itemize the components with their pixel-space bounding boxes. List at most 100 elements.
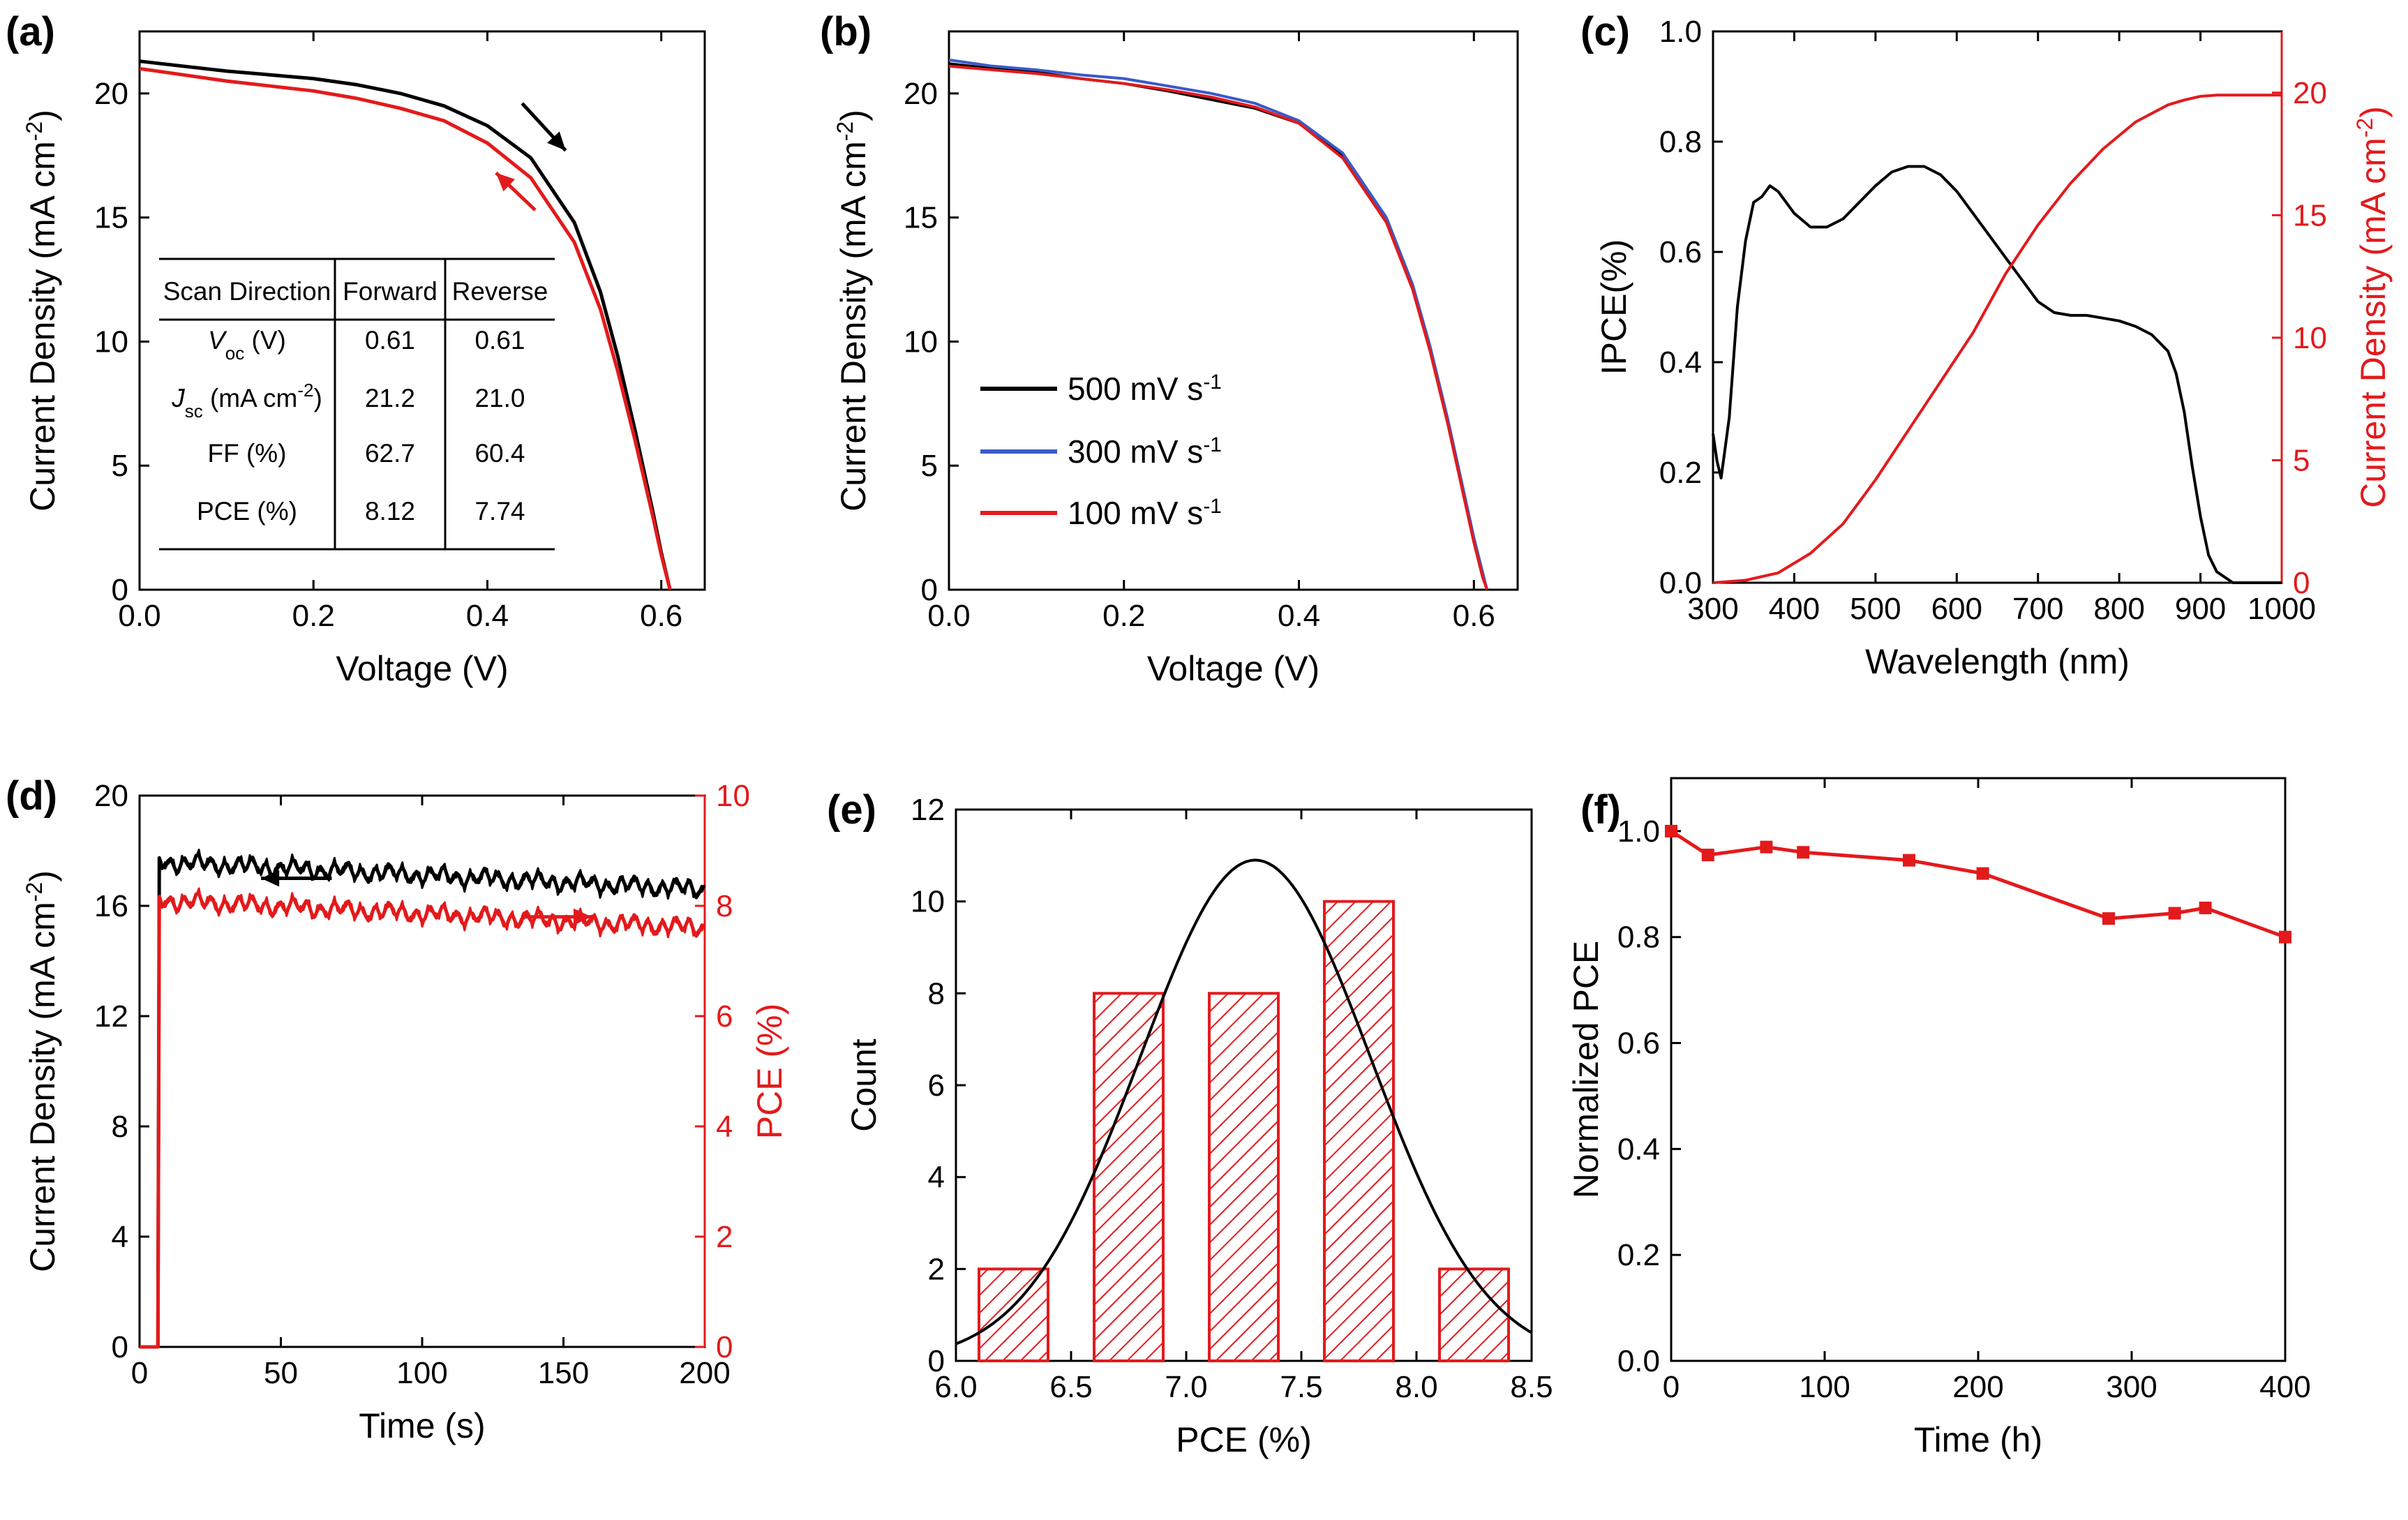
ipce-curve (1712, 165, 2282, 584)
y-right-tick-label-d: 10 (716, 779, 750, 813)
x-axis-label-d: Time (s) (359, 1406, 485, 1445)
y-tick-label-d: 12 (94, 999, 128, 1034)
plot-frame-f (1670, 777, 2287, 1362)
table-cell-reverse: 60.4 (474, 439, 525, 468)
x-tick-label-c: 1000 (2248, 592, 2316, 626)
y-tick-label-e: 4 (928, 1161, 945, 1195)
y-tick-label-f: 0.6 (1617, 1027, 1660, 1061)
table-cell-reverse: 0.61 (474, 326, 525, 355)
y-tick-label-f: 0.8 (1617, 921, 1660, 955)
table-cell-forward: 8.12 (365, 497, 415, 526)
y-tick-label-a: 10 (94, 325, 128, 359)
y-tick-label-b: 0 (921, 573, 938, 607)
scan-direction-arrow-2-head (495, 172, 516, 192)
data-point-marker (2168, 907, 2181, 920)
table-header-cell: Forward (343, 277, 438, 306)
x-tick-label-b: 0.4 (1278, 599, 1320, 633)
plot-frame-b (948, 30, 1519, 591)
x-tick-label-e: 6.0 (934, 1370, 977, 1404)
x-tick-label-d: 100 (396, 1356, 447, 1390)
y-axis-label-f: Normalized PCE (1566, 941, 1606, 1199)
y-tick-label-e: 12 (911, 793, 945, 827)
data-point-marker (1976, 867, 1989, 880)
y-tick-label-e: 2 (928, 1252, 945, 1286)
y-right-tick-label-c: 10 (2293, 321, 2327, 355)
y-tick-label-f: 0.0 (1617, 1344, 1660, 1378)
data-point-marker (2279, 930, 2291, 944)
jv-curve-forward (139, 59, 672, 590)
y-right-tick-label-c: 15 (2293, 198, 2327, 232)
x-tick-label-e: 8.5 (1510, 1370, 1553, 1404)
x-tick-label-f: 400 (2259, 1370, 2310, 1404)
table-row-label: FF (%) (207, 439, 286, 468)
jv-curve-reverse (139, 66, 672, 590)
y-tick-label-e: 0 (928, 1344, 945, 1378)
y-right-tick-label-d: 2 (716, 1220, 733, 1254)
y-tick-label-f: 0.2 (1617, 1238, 1660, 1272)
data-point-marker (1701, 849, 1714, 862)
table-header-cell: Reverse (452, 277, 548, 306)
x-tick-label-c: 700 (2012, 592, 2063, 626)
data-point-marker (1760, 840, 1773, 854)
y-right-tick-label-d: 0 (716, 1330, 733, 1364)
plot-frame-a (138, 30, 706, 591)
x-tick-label-f: 300 (2106, 1370, 2157, 1404)
histogram-bar (978, 1267, 1049, 1363)
normalized-pce-line (1670, 829, 2286, 939)
y-tick-label-c: 0.2 (1659, 456, 1702, 490)
integrated-current-curve (1712, 94, 2282, 584)
scan-direction-arrow-1-head (547, 131, 566, 151)
x-tick-label-c: 400 (1769, 592, 1820, 626)
panel-b: 0.0 0.2 0.4 0.6 0 5 10 15 20 Voltage (V) Current D… (820, 9, 1519, 688)
table-row-label: PCE (%) (197, 497, 297, 526)
y-axis-label-a: Current Density (mA cm-2) (22, 110, 62, 512)
x-tick-label-d: 0 (131, 1356, 148, 1390)
x-tick-label-b: 0.2 (1102, 599, 1145, 633)
y-tick-label-d: 8 (112, 1110, 128, 1144)
y-axis-label-d: Current Density (mA cm-2) (22, 870, 62, 1272)
histogram-bar (1208, 992, 1280, 1363)
y-tick-label-d: 20 (94, 779, 128, 813)
y-tick-label-c: 0.8 (1659, 125, 1702, 159)
y-tick-label-b: 20 (904, 77, 938, 111)
parameter-table: Scan Direction Forward Reverse Voc (V) 0.61 0… (159, 258, 555, 551)
legend-label: 300 mV s-1 (1068, 433, 1222, 470)
x-tick-label-e: 7.5 (1280, 1370, 1322, 1404)
y-axis-label-e: Count (844, 1038, 883, 1132)
x-tick-label-a: 0.0 (118, 599, 160, 633)
y-tick-label-d: 16 (94, 889, 128, 923)
current-density-trace (140, 853, 706, 1349)
x-tick-label-f: 200 (1952, 1370, 2003, 1404)
y-right-tick-label-d: 8 (716, 889, 733, 923)
y-tick-label-e: 8 (928, 976, 945, 1011)
x-tick-label-a: 0.4 (466, 599, 509, 633)
x-tick-label-e: 8.0 (1395, 1370, 1437, 1404)
x-tick-label-d: 150 (538, 1356, 589, 1390)
x-tick-label-c: 800 (2093, 592, 2144, 626)
current-density-trace-band (158, 849, 706, 900)
y-right-tick-label-d: 6 (716, 999, 733, 1034)
x-tick-label-d: 50 (264, 1356, 298, 1390)
x-tick-label-f: 0 (1663, 1370, 1680, 1404)
panel-f: 0 100 200 300 400 0.0 0.2 0.4 0.6 0.8 1.0 Time (h) N… (1566, 777, 2311, 1459)
axis-indicator-arrow-1-head (261, 870, 280, 887)
panel-label-e: (e) (827, 787, 876, 833)
histogram-bar (1438, 1267, 1510, 1363)
x-axis-label-f: Time (h) (1914, 1420, 2042, 1459)
y-right-tick-label-c: 20 (2293, 76, 2327, 110)
gaussian-fit-curve (955, 858, 1533, 1346)
y-right-tick-label-c: 5 (2293, 443, 2310, 477)
y-tick-label-a: 20 (94, 77, 128, 111)
x-axis-label-c: Wavelength (nm) (1865, 642, 2130, 681)
y-tick-label-f: 1.0 (1617, 814, 1660, 849)
x-tick-label-b: 0.6 (1453, 599, 1495, 633)
y-right-axis-label-c: Current Density (mA cm-2) (2352, 106, 2393, 508)
pce-trace (140, 891, 706, 1349)
y-tick-label-c: 1.0 (1659, 15, 1702, 49)
panel-e: 6.0 6.5 7.0 7.5 8.0 8.5 0 2 4 6 8 10 12 PCE (%) Count (… (827, 787, 1553, 1459)
x-tick-label-d: 200 (679, 1356, 730, 1390)
data-point-marker (2199, 901, 2212, 914)
y-tick-label-d: 0 (112, 1330, 128, 1364)
y-tick-label-a: 0 (112, 573, 128, 607)
